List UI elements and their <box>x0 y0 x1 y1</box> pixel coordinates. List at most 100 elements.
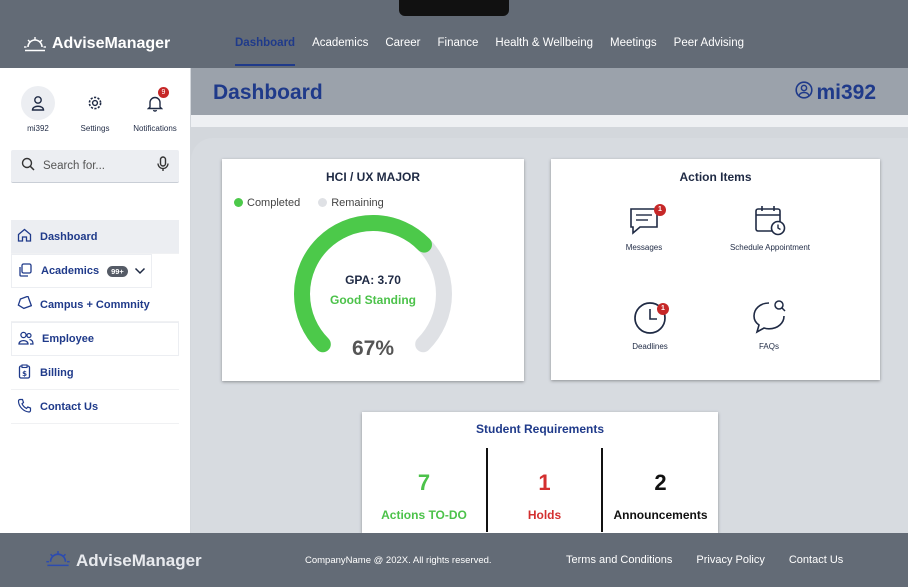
action-label: Schedule Appointment <box>729 243 811 252</box>
major-progress-card: HCI / UX MAJOR Completed Remaining GPA: … <box>222 159 524 381</box>
nav-finance[interactable]: Finance <box>437 37 479 49</box>
action-label: Messages <box>625 243 663 252</box>
search-icon <box>21 157 35 176</box>
nav-dashboard[interactable]: Dashboard <box>235 37 296 66</box>
sidebar-item-campus-community[interactable]: Campus + Commnity <box>11 288 179 322</box>
copy-icon <box>18 262 33 280</box>
people-icon <box>18 331 34 348</box>
notifications-label: Notifications <box>133 124 177 133</box>
requirement-label: Actions TO-DO <box>381 508 467 522</box>
requirement-divider <box>601 448 603 532</box>
legend-completed-dot <box>234 198 243 207</box>
top-navbar: AdviseManager Dashboard Academics Career… <box>0 0 908 68</box>
legend-completed: Completed <box>234 197 300 209</box>
brand-logo[interactable]: AdviseManager <box>24 35 170 53</box>
nav-meetings[interactable]: Meetings <box>610 37 657 49</box>
settings-quick-link[interactable]: Settings <box>65 86 125 133</box>
sidebar-item-label: Contact Us <box>40 400 99 413</box>
nav-academics[interactable]: Academics <box>312 37 369 49</box>
legend-remaining: Remaining <box>318 197 384 209</box>
brand-name: AdviseManager <box>52 35 171 52</box>
profile-quick-link[interactable]: mi392 <box>8 86 68 133</box>
footer-contact-link[interactable]: Contact Us <box>788 554 844 566</box>
sidebar-item-label: Campus + Commnity <box>40 298 150 311</box>
notifications-badge: 9 <box>158 87 169 98</box>
sidebar-item-label: Dashboard <box>40 230 98 243</box>
requirement-label: Announcements <box>613 508 708 522</box>
sidebar: mi392 Settings 9 Notifications Dashboa <box>0 68 190 533</box>
footer-brand-name: AdviseManager <box>76 551 202 570</box>
nav-peer-advising[interactable]: Peer Advising <box>673 37 744 49</box>
requirement-actions-todo[interactable]: 7 Actions TO-DO <box>362 448 486 532</box>
action-deadlines[interactable]: 1 Deadlines <box>595 302 705 351</box>
camera-notch <box>399 0 509 16</box>
requirement-holds[interactable]: 1 Holds <box>488 448 601 532</box>
gauge-completed-arc <box>294 215 432 353</box>
legend-completed-label: Completed <box>247 197 301 209</box>
progress-gauge <box>294 215 452 353</box>
requirement-label: Holds <box>527 508 562 522</box>
legend-remaining-label: Remaining <box>331 197 384 209</box>
main-nav: Dashboard Academics Career Finance Healt… <box>235 37 761 66</box>
sidebar-item-label: Billing <box>40 366 74 379</box>
footer-terms-link[interactable]: Terms and Conditions <box>566 554 673 566</box>
profile-label: mi392 <box>27 124 49 133</box>
header-username: mi392 <box>816 81 876 104</box>
gear-icon <box>78 86 112 120</box>
academic-standing: Good Standing <box>330 293 416 307</box>
action-messages[interactable]: 1 Messages <box>589 204 699 252</box>
header-divider <box>191 115 908 127</box>
academics-count-badge: 99+ <box>107 265 128 277</box>
requirement-divider <box>486 448 488 532</box>
sidebar-item-label: Academics <box>41 265 100 277</box>
quick-actions: mi392 Settings 9 Notifications <box>0 86 190 146</box>
calendar-clock-icon <box>753 203 787 239</box>
chevron-down-icon[interactable] <box>134 266 146 278</box>
sidebar-item-contact-us[interactable]: Contact Us <box>11 390 179 424</box>
tag-icon <box>17 295 33 313</box>
home-icon <box>17 228 32 245</box>
action-label: Deadlines <box>632 342 668 351</box>
legend-remaining-dot <box>318 198 328 207</box>
action-faqs[interactable]: FAQs <box>714 300 824 351</box>
nav-career[interactable]: Career <box>385 37 421 49</box>
action-items-title: Action Items <box>679 170 752 184</box>
sunrise-logo-icon <box>46 550 70 572</box>
action-items-card: Action Items 1 Messages Schedule Appoint… <box>551 159 880 380</box>
student-requirements-card: Student Requirements 7 Actions TO-DO 1 H… <box>362 412 718 533</box>
footer-privacy-link[interactable]: Privacy Policy <box>696 554 765 566</box>
sidebar-item-dashboard[interactable]: Dashboard <box>11 220 179 254</box>
sidebar-menu: Dashboard Academics 99+ Campus + Commnit… <box>11 220 179 424</box>
header-user[interactable]: mi392 <box>795 81 876 105</box>
svg-text:$: $ <box>22 370 27 378</box>
user-circle-icon <box>795 81 814 105</box>
action-schedule-appointment[interactable]: Schedule Appointment <box>714 205 826 252</box>
major-title: HCI / UX MAJOR <box>325 170 420 184</box>
settings-label: Settings <box>80 124 110 133</box>
chat-search-icon <box>751 298 787 338</box>
sidebar-item-billing[interactable]: $ Billing <box>11 356 179 390</box>
requirement-value: 2 <box>654 470 667 495</box>
requirement-announcements[interactable]: 2 Announcements <box>603 448 718 532</box>
sidebar-item-label: Employee <box>42 333 94 345</box>
bell-icon: 9 <box>138 86 172 120</box>
messages-badge: 1 <box>654 204 666 216</box>
user-icon <box>21 86 55 120</box>
deadlines-badge: 1 <box>657 303 669 315</box>
action-label: FAQs <box>758 342 779 351</box>
requirement-value: 7 <box>417 470 431 495</box>
search-input[interactable] <box>43 160 143 172</box>
nav-health-wellbeing[interactable]: Health & Wellbeing <box>495 37 593 49</box>
notifications-quick-link[interactable]: 9 Notifications <box>122 86 188 133</box>
clipboard-dollar-icon: $ <box>17 363 32 382</box>
copyright: CompanyName @ 202X. All rights reserved. <box>305 555 492 566</box>
microphone-icon[interactable] <box>157 155 169 177</box>
search-bar <box>11 150 179 183</box>
page-title: Dashboard <box>213 81 323 104</box>
footer-brand[interactable]: AdviseManager <box>46 550 202 572</box>
footer: AdviseManager CompanyName @ 202X. All ri… <box>0 533 908 587</box>
gpa-value: GPA: 3.70 <box>345 273 401 287</box>
page-header: Dashboard mi392 <box>191 68 908 115</box>
sidebar-item-employee[interactable]: Employee <box>11 322 179 356</box>
sidebar-item-academics[interactable]: Academics 99+ <box>11 254 152 288</box>
